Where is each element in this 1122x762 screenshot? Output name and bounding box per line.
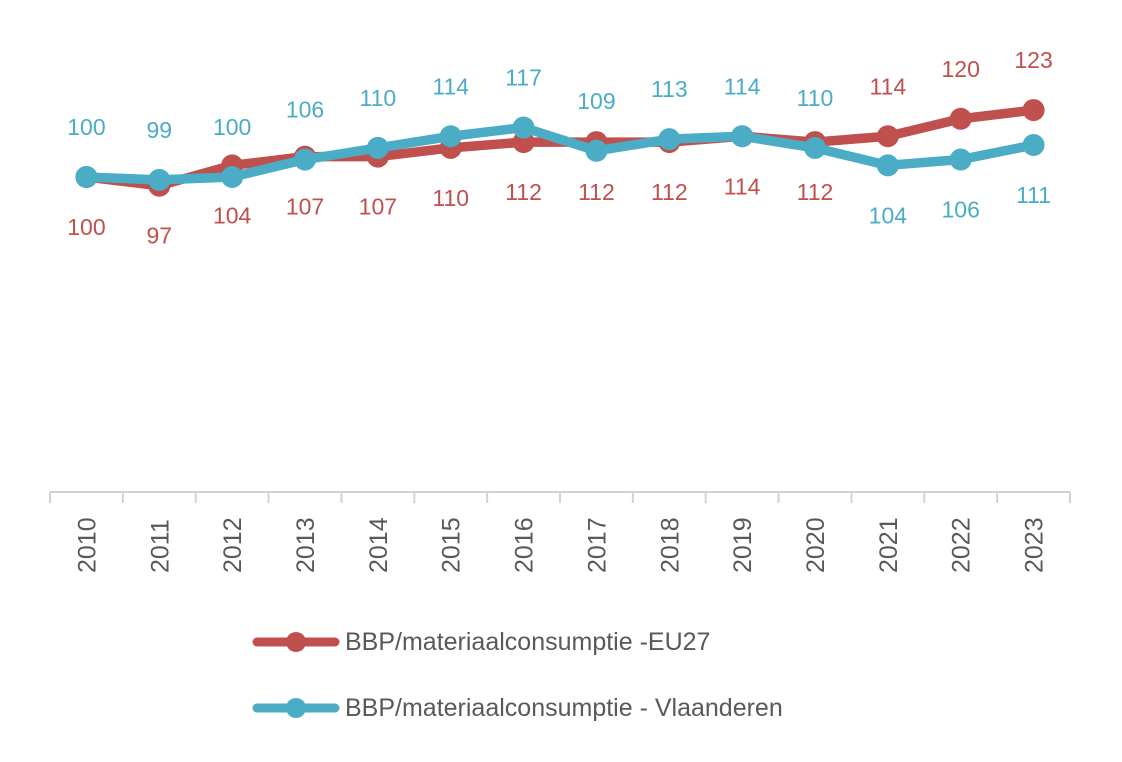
data-label: 106 [286, 97, 324, 123]
x-axis-label: 2017 [583, 517, 611, 573]
data-label: 120 [942, 56, 980, 82]
data-label: 100 [67, 214, 105, 240]
data-label: 104 [869, 202, 908, 228]
line-chart-plot: 2010 2011 2012 2013 2014 2015 2016 2017 2018 2019… [49, 47, 1071, 573]
legend-label-vlaanderen: BBP/materiaalconsumptie - Vlaanderen [345, 693, 783, 722]
data-label: 110 [432, 185, 469, 211]
data-point-marker [294, 148, 316, 171]
data-label: 112 [578, 179, 615, 205]
data-point-marker [1022, 99, 1045, 122]
data-label: 109 [577, 88, 615, 114]
x-axis-label: 2010 [73, 517, 101, 573]
data-label: 114 [724, 173, 761, 199]
data-label: 99 [146, 117, 172, 143]
data-label: 110 [797, 85, 834, 111]
x-axis-label: 2018 [656, 517, 684, 573]
data-label: 111 [1016, 182, 1051, 208]
data-label: 113 [651, 76, 688, 102]
data-point-marker [804, 136, 826, 159]
data-point-marker [75, 166, 98, 188]
x-axis-label: 2015 [438, 517, 466, 573]
x-axis-label: 2023 [1021, 517, 1049, 573]
legend-item-eu27: BBP/materiaalconsumptie -EU27 [252, 628, 710, 656]
data-label: 117 [505, 65, 542, 91]
x-axis-label: 2012 [219, 517, 247, 573]
data-point-marker [949, 148, 972, 171]
data-point-marker [439, 125, 462, 148]
data-point-marker [658, 128, 681, 151]
data-label: 114 [724, 73, 761, 99]
data-label: 100 [213, 114, 251, 140]
x-axis-label: 2021 [875, 517, 903, 573]
data-point-marker [148, 168, 171, 191]
data-point-marker [221, 166, 244, 188]
data-label: 107 [286, 194, 324, 220]
data-label: 110 [360, 85, 397, 111]
data-label: 97 [146, 223, 172, 249]
data-label: 112 [505, 179, 542, 205]
x-axis-label: 2020 [802, 517, 830, 573]
legend-swatch-vlaanderen-icon [252, 698, 340, 718]
x-axis-label: 2013 [292, 517, 320, 573]
data-point-marker [876, 125, 899, 148]
x-axis-label: 2019 [729, 517, 757, 573]
x-axis-label: 2016 [511, 517, 539, 573]
x-axis-label: 2022 [948, 517, 976, 573]
data-point-marker [949, 107, 972, 130]
data-point-marker [366, 136, 389, 159]
data-label: 104 [213, 202, 252, 228]
data-point-marker [512, 116, 535, 139]
x-axis-label: 2014 [365, 517, 393, 573]
data-label: 114 [870, 73, 907, 99]
data-point-marker [585, 139, 608, 162]
data-point-marker [876, 154, 899, 177]
legend-item-vlaanderen: BBP/materiaalconsumptie - Vlaanderen [252, 694, 783, 722]
data-point-marker [731, 125, 754, 148]
data-label: 106 [942, 197, 980, 223]
x-axis-label: 2011 [146, 519, 174, 573]
data-label: 114 [432, 73, 469, 99]
data-point-marker [1022, 133, 1045, 156]
data-label: 100 [67, 114, 105, 140]
legend-swatch-eu27-icon [252, 632, 340, 652]
data-label: 112 [797, 179, 834, 205]
series-line-1 [81, 122, 1039, 185]
data-label: 112 [651, 179, 688, 205]
data-label: 123 [1014, 47, 1052, 73]
data-label: 107 [359, 194, 397, 220]
legend-label-eu27: BBP/materiaalconsumptie -EU27 [345, 627, 711, 656]
